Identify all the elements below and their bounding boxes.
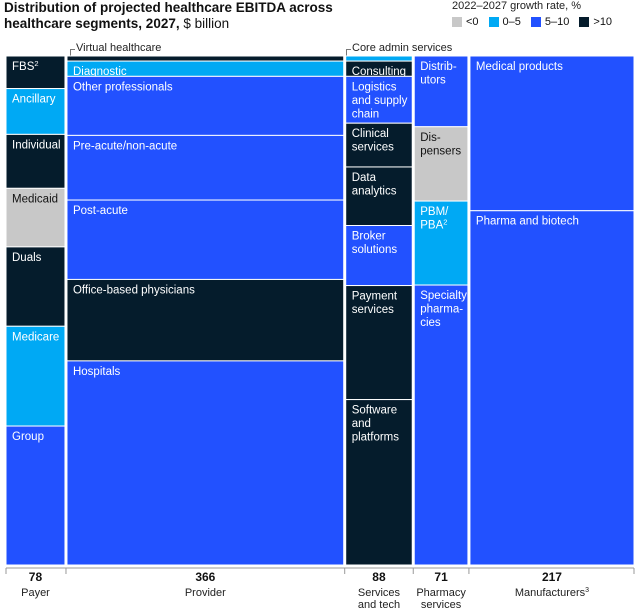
segment-label-provider-hospitals: Hospitals [73, 366, 121, 378]
segment-pharmacy-services-pbm-pba [413, 200, 469, 286]
column-total-services-and-tech: 88 [372, 570, 386, 584]
segment-label-payer-group: Group [12, 431, 44, 443]
segment-label-manufacturers-medical-products: Medical products [476, 61, 563, 73]
legend-label-gt10: >10 [593, 16, 613, 28]
column-total-payer: 78 [29, 570, 43, 584]
segment-label-provider-post-acute: Post-acute [73, 205, 128, 217]
segment-label-services-and-tech-clinical-services: Clinical services [352, 128, 394, 154]
segment-manufacturers-medical-products [469, 55, 635, 212]
segment-provider-office-based-physicians [66, 278, 345, 362]
segment-label-provider-diagnostic: Diagnostic [73, 66, 127, 78]
legend-title: 2022–2027 growth rate, % [452, 0, 582, 12]
segment-services-and-tech-broker-solutions [345, 224, 413, 287]
segment-label-payer-medicaid: Medicaid [12, 193, 58, 205]
segment-provider-sliver-0 [66, 55, 345, 62]
group-label-virtual-healthcare: Virtual healthcare [69, 42, 162, 56]
segment-payer-medicare [5, 325, 66, 427]
segment-services-and-tech-sliver-0 [345, 55, 413, 62]
segment-label-services-and-tech-software-and-platforms: Software and platforms [352, 405, 400, 444]
segment-label-provider-pre-acute-non-acute: Pre-acute/non-acute [73, 140, 177, 152]
segment-label-manufacturers-pharma-and-biotech: Pharma and biotech [476, 216, 579, 228]
column-name-payer: Payer [21, 587, 50, 599]
column-total-pharmacy-services: 71 [434, 570, 448, 584]
segment-label-services-and-tech-broker-solutions: Broker solutions [352, 230, 398, 256]
legend: <0 0–5 5–10 >10 [452, 16, 612, 28]
segment-label-payer-fbs: FBS2 [12, 59, 39, 73]
legend-label-neg: <0 [466, 16, 479, 28]
chart-title: Distribution of projected healthcare EBI… [4, 0, 333, 31]
segment-pharmacy-services-specialty-pharmacies [413, 284, 469, 566]
column-name-pharmacy-services: Pharmacy services [416, 587, 466, 611]
segment-pharmacy-services-dispensers [413, 126, 469, 202]
segment-label-services-and-tech-logistics-and-supply-chain: Logistics and supply chain [352, 81, 408, 120]
segment-label-provider-other-professionals: Other professionals [73, 81, 173, 93]
segment-label-pharmacy-services-specialty-pharmacies: Specialty pharma-cies [420, 290, 467, 329]
segment-payer-fbs [5, 55, 66, 90]
column-total-manufacturers: 217 [542, 570, 562, 584]
legend-item-0-5: 0–5 [488, 16, 521, 28]
segment-label-payer-ancillary: Ancillary [12, 94, 56, 106]
column-name-provider: Provider [185, 587, 226, 599]
segment-provider-pre-acute-non-acute [66, 134, 345, 201]
segment-label-services-and-tech-consulting: Consulting [352, 66, 406, 78]
segment-provider-other-professionals [66, 75, 345, 136]
segment-services-and-tech-software-and-platforms [345, 399, 413, 566]
legend-label-5-10: 5–10 [544, 16, 570, 28]
legend-item-gt10: >10 [579, 16, 612, 28]
legend-swatch-neg [452, 17, 462, 27]
segment-label-pharmacy-services-dispensers: Dis-pensers [420, 132, 461, 158]
segment-payer-medicaid [5, 187, 66, 248]
segment-services-and-tech-logistics-and-supply-chain [345, 75, 413, 124]
segment-provider-hospitals [66, 360, 345, 566]
column-name-services-and-tech: Services and tech [358, 587, 401, 611]
segment-payer-individual [5, 133, 66, 189]
legend-swatch-gt10 [579, 17, 590, 27]
segment-pharmacy-services-distributors [413, 55, 469, 128]
segment-label-payer-individual: Individual [12, 139, 61, 151]
group-label-core-admin: Core admin services [345, 42, 453, 56]
title-unit: $ billion [183, 16, 230, 31]
segment-payer-duals [5, 246, 66, 327]
legend-swatch-5-10 [530, 17, 541, 27]
segment-provider-post-acute [66, 199, 345, 280]
legend-swatch-0-5 [488, 17, 499, 27]
segment-label-pharmacy-services-pbm-pba: PBM/PBA2 [420, 206, 449, 232]
segment-label-payer-medicare: Medicare [12, 331, 59, 343]
segment-label-services-and-tech-payment-services: Payment services [352, 291, 398, 317]
legend-item-5-10: 5–10 [530, 16, 570, 28]
segment-label-services-and-tech-data-analytics: Data analytics [352, 172, 397, 198]
column-total-provider: 366 [195, 570, 215, 584]
column-name-manufacturers: Manufacturers3 [515, 587, 589, 599]
segment-payer-ancillary [5, 88, 66, 135]
segment-label-pharmacy-services-distributors: Distrib-utors [420, 61, 457, 87]
legend-item-neg: <0 [452, 16, 479, 28]
segment-manufacturers-pharma-and-biotech [469, 210, 635, 566]
segment-label-payer-duals: Duals [12, 252, 42, 264]
legend-label-0-5: 0–5 [502, 16, 521, 28]
segment-payer-group [5, 425, 66, 566]
segment-label-provider-office-based-physicians: Office-based physicians [73, 284, 195, 296]
segment-services-and-tech-payment-services [345, 285, 413, 401]
